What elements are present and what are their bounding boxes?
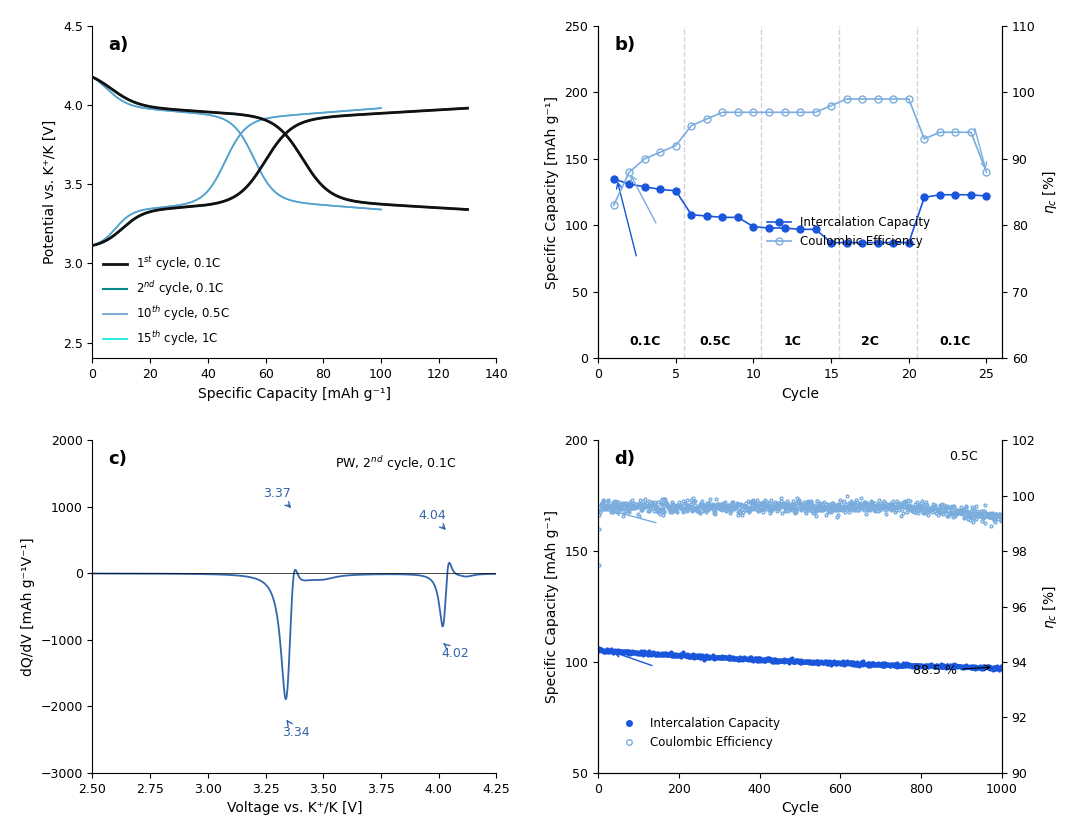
- Legend: Intercalation Capacity, Coulombic Efficiency: Intercalation Capacity, Coulombic Effici…: [762, 212, 935, 252]
- Text: 88.5 %: 88.5 %: [914, 665, 990, 677]
- Text: 4.02: 4.02: [441, 644, 469, 660]
- Y-axis label: $\eta_c$ [%]: $\eta_c$ [%]: [1041, 584, 1059, 629]
- Text: 2C: 2C: [861, 334, 879, 348]
- Text: 3.34: 3.34: [282, 721, 309, 739]
- Text: 0.5C: 0.5C: [949, 451, 978, 463]
- Text: 3.37: 3.37: [264, 487, 291, 507]
- X-axis label: Cycle: Cycle: [781, 801, 819, 815]
- Y-axis label: dQ/dV [mAh g⁻¹V⁻¹]: dQ/dV [mAh g⁻¹V⁻¹]: [21, 538, 35, 676]
- Y-axis label: Specific Capacity [mAh g⁻¹]: Specific Capacity [mAh g⁻¹]: [545, 95, 559, 288]
- Text: 0.1C: 0.1C: [629, 334, 660, 348]
- Legend: Intercalation Capacity, Coulombic Efficiency: Intercalation Capacity, Coulombic Effici…: [612, 712, 785, 754]
- Y-axis label: Potential vs. K⁺/K [V]: Potential vs. K⁺/K [V]: [43, 120, 57, 264]
- Text: c): c): [109, 451, 127, 468]
- Text: a): a): [109, 36, 129, 54]
- X-axis label: Cycle: Cycle: [781, 386, 819, 400]
- Legend: 1$^{st}$ cycle, 0.1C, 2$^{nd}$ cycle, 0.1C, 10$^{th}$ cycle, 0.5C, 15$^{th}$ cyc: 1$^{st}$ cycle, 0.1C, 2$^{nd}$ cycle, 0.…: [98, 250, 234, 353]
- X-axis label: Specific Capacity [mAh g⁻¹]: Specific Capacity [mAh g⁻¹]: [198, 386, 391, 400]
- Y-axis label: Specific Capacity [mAh g⁻¹]: Specific Capacity [mAh g⁻¹]: [545, 510, 559, 703]
- Text: 4.04: 4.04: [418, 509, 446, 529]
- Text: d): d): [615, 451, 635, 468]
- Y-axis label: $\eta_c$ [%]: $\eta_c$ [%]: [1041, 171, 1059, 214]
- Text: b): b): [615, 36, 635, 54]
- X-axis label: Voltage vs. K⁺/K [V]: Voltage vs. K⁺/K [V]: [227, 801, 362, 815]
- Text: PW, 2$^{nd}$ cycle, 0.1C: PW, 2$^{nd}$ cycle, 0.1C: [335, 454, 457, 472]
- Text: 0.1C: 0.1C: [940, 334, 971, 348]
- Text: 1C: 1C: [783, 334, 801, 348]
- Text: 0.5C: 0.5C: [699, 334, 730, 348]
